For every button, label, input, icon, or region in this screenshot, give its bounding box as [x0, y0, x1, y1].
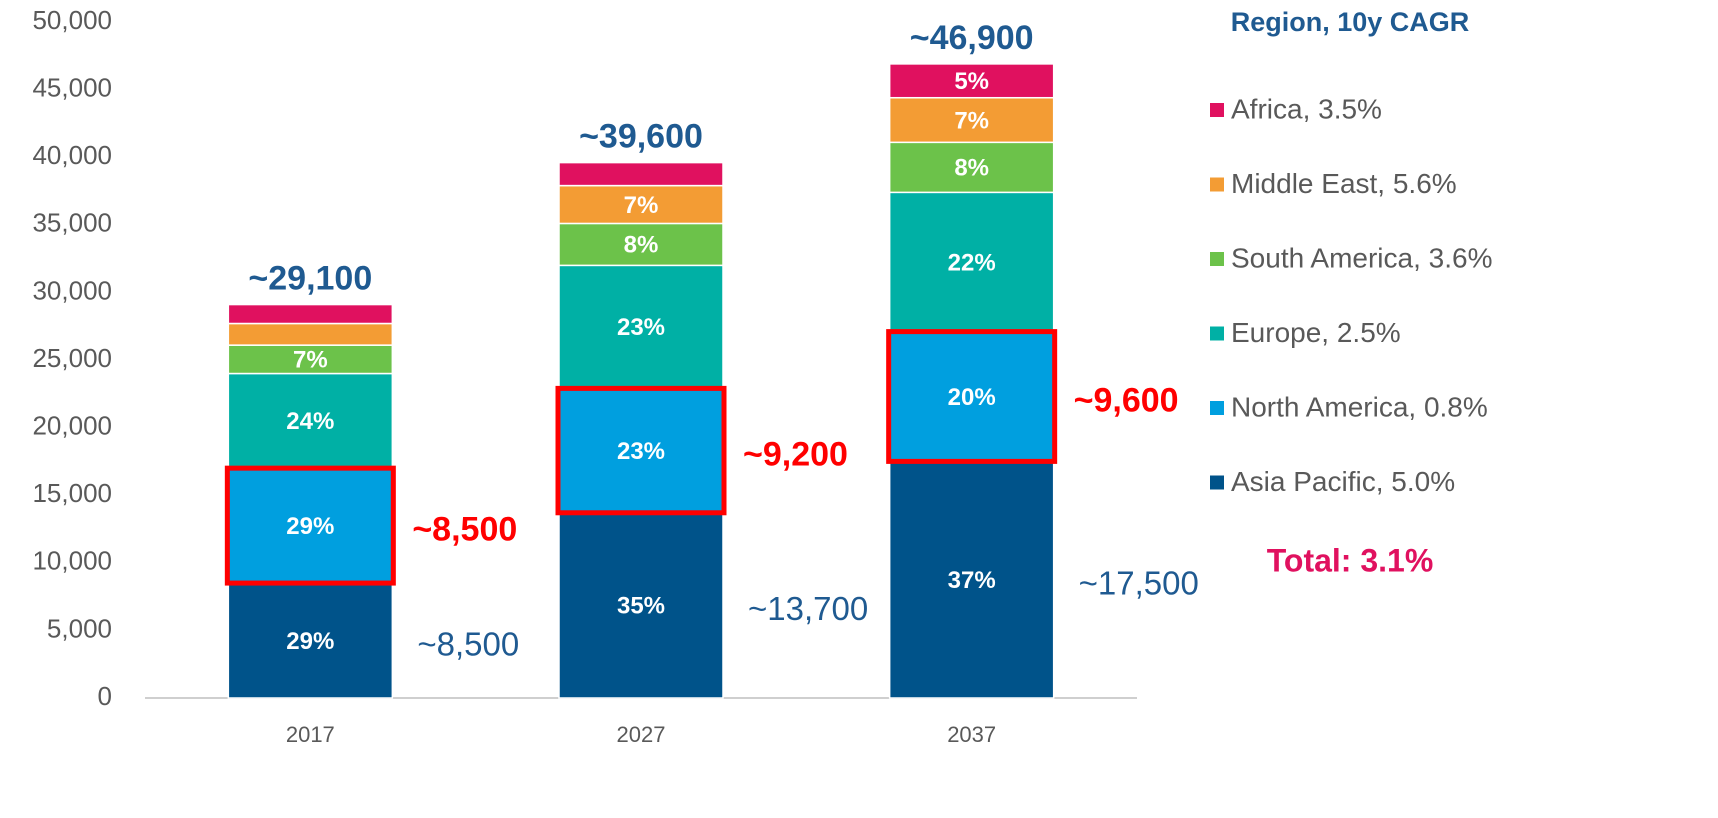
- value-label: ~8,500: [417, 625, 519, 662]
- bar-segment: [558, 264, 724, 390]
- bar-segment: [888, 96, 1055, 144]
- share-label: 5%: [954, 68, 989, 95]
- legend-label: South America, 3.6%: [1231, 242, 1492, 273]
- value-label: ~8,500: [412, 511, 517, 549]
- share-label: 7%: [624, 192, 659, 219]
- legend-label: Middle East, 5.6%: [1231, 168, 1457, 199]
- y-tick-label: 30,000: [32, 275, 112, 305]
- y-tick-label: 5,000: [47, 613, 112, 643]
- y-tick-label: 50,000: [32, 5, 112, 35]
- y-tick-label: 10,000: [32, 546, 112, 576]
- bar-segment: [558, 161, 724, 187]
- share-label: 7%: [954, 107, 989, 134]
- share-label: 23%: [617, 314, 665, 341]
- y-tick-label: 20,000: [32, 410, 112, 440]
- value-label: ~9,200: [743, 436, 848, 474]
- y-tick-label: 45,000: [32, 72, 112, 102]
- value-label: ~13,700: [748, 590, 868, 627]
- legend-swatch: [1210, 475, 1224, 490]
- bar-segment: [227, 344, 394, 375]
- highlight-box: [555, 385, 727, 516]
- share-label: 24%: [286, 408, 334, 435]
- y-tick-label: 40,000: [32, 140, 112, 170]
- legend-label: Africa, 3.5%: [1231, 93, 1382, 124]
- share-label: 37%: [948, 567, 996, 594]
- legend-swatch: [1210, 177, 1224, 192]
- annotation: Total: 3.1%: [1267, 542, 1434, 578]
- bar-segment: [888, 191, 1055, 333]
- legend-title: Region, 10y CAGR: [1231, 7, 1470, 37]
- x-tick-label: 2027: [617, 722, 666, 747]
- bar-segment: [558, 387, 724, 514]
- x-tick-label: 2037: [947, 722, 996, 747]
- y-tick-label: 0: [98, 681, 112, 711]
- bar-segment: [227, 467, 394, 584]
- bar-segment: [888, 141, 1055, 194]
- share-label: 8%: [624, 232, 659, 259]
- legend-label: Asia Pacific, 5.0%: [1231, 466, 1455, 497]
- legend-label: North America, 0.8%: [1231, 391, 1488, 422]
- legend-label: Europe, 2.5%: [1231, 317, 1401, 348]
- share-label: 29%: [286, 513, 334, 540]
- legend-swatch: [1210, 252, 1224, 266]
- highlight-box: [224, 465, 396, 586]
- bar-segment: [888, 460, 1055, 699]
- share-label: 8%: [954, 155, 989, 182]
- bar-segment: [558, 512, 724, 699]
- total-label: ~46,900: [910, 19, 1034, 57]
- bar-segment: [227, 582, 394, 699]
- share-label: 23%: [617, 438, 665, 465]
- share-label: 20%: [948, 384, 996, 411]
- share-label: 29%: [286, 628, 334, 655]
- legend-swatch: [1210, 326, 1224, 341]
- share-label: 7%: [293, 347, 328, 374]
- legend-swatch: [1210, 401, 1224, 415]
- total-label: ~39,600: [579, 118, 703, 156]
- y-tick-label: 35,000: [32, 208, 112, 238]
- bar-segment: [227, 322, 394, 346]
- x-tick-label: 2017: [286, 722, 335, 747]
- value-label: ~17,500: [1079, 564, 1199, 601]
- share-label: 35%: [617, 593, 665, 620]
- value-label: ~9,600: [1074, 381, 1179, 419]
- share-label: 22%: [948, 249, 996, 276]
- bar-segment: [888, 63, 1055, 99]
- y-tick-label: 25,000: [32, 343, 112, 373]
- bar-segment: [227, 303, 394, 325]
- legend-swatch: [1210, 103, 1224, 117]
- highlight-box: [886, 329, 1058, 464]
- total-label: ~29,100: [248, 260, 372, 298]
- y-tick-label: 15,000: [32, 478, 112, 508]
